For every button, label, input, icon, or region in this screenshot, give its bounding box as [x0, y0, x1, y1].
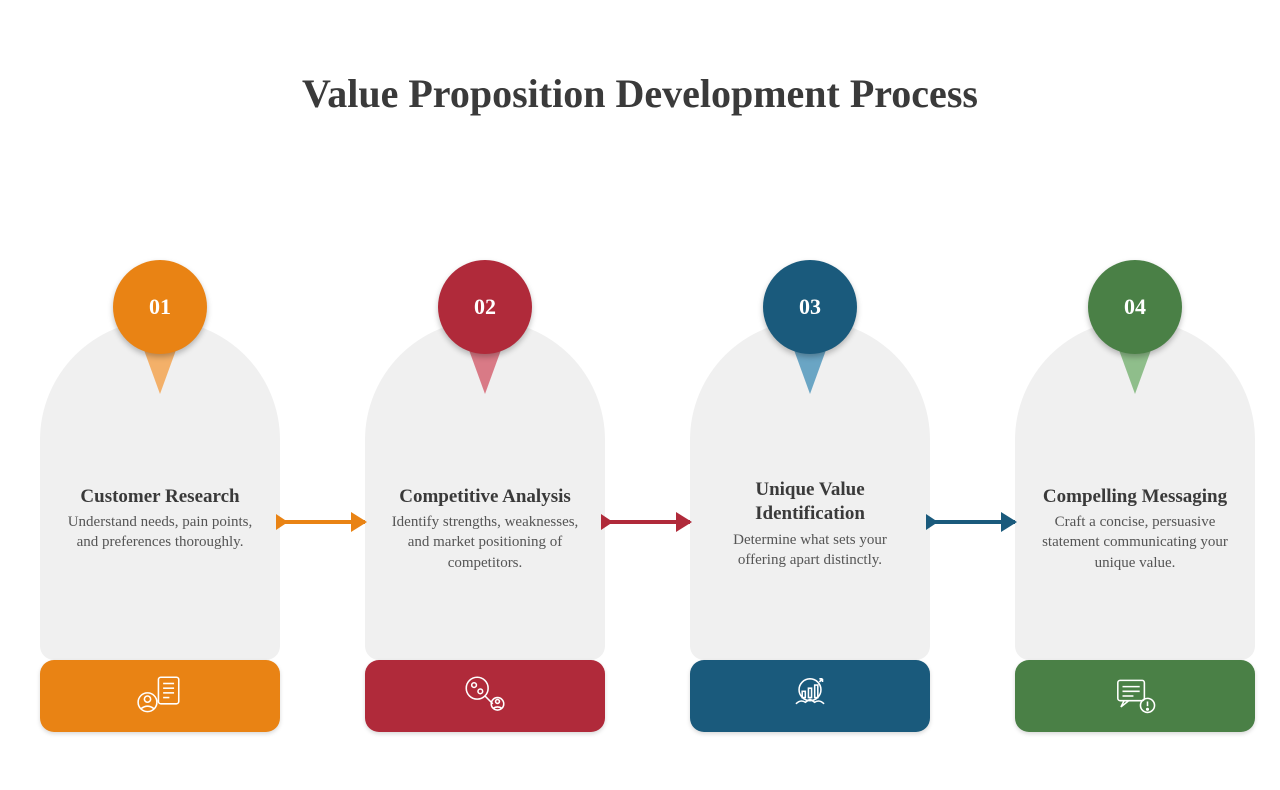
pin-tail-icon [794, 350, 826, 394]
research-icon [135, 671, 185, 721]
pin-tail-icon [469, 350, 501, 394]
pin-tail-icon [144, 350, 176, 394]
step-number-badge: 03 [763, 260, 857, 354]
arrow-1 [280, 520, 365, 524]
step-number-badge: 04 [1088, 260, 1182, 354]
step-description: Determine what sets your offering apart … [690, 530, 930, 571]
step-number: 02 [474, 294, 496, 320]
step-description: Identify strengths, weaknesses, and mark… [365, 512, 605, 573]
messaging-icon [1110, 671, 1160, 721]
analysis-icon [460, 671, 510, 721]
arrow-head-icon [1001, 512, 1017, 532]
step-icon-box [40, 660, 280, 732]
step-title: Unique Value Identification [690, 478, 930, 526]
step-icon-box [690, 660, 930, 732]
step-number: 03 [799, 294, 821, 320]
step-number: 04 [1124, 294, 1146, 320]
step-title: Compelling Messaging [1015, 485, 1255, 509]
step-icon-box [365, 660, 605, 732]
process-stage: 01 Customer Research Understand needs, p… [0, 260, 1280, 760]
step-title: Customer Research [40, 485, 280, 509]
step-description: Craft a concise, persuasive statement co… [1015, 512, 1255, 573]
page-title: Value Proposition Development Process [0, 70, 1280, 117]
step-description: Understand needs, pain points, and prefe… [40, 512, 280, 553]
arrow-head-icon [676, 512, 692, 532]
pin-tail-icon [1119, 350, 1151, 394]
step-number-badge: 02 [438, 260, 532, 354]
step-number-badge: 01 [113, 260, 207, 354]
step-icon-box [1015, 660, 1255, 732]
step-title: Competitive Analysis [365, 485, 605, 509]
value-icon [785, 671, 835, 721]
arrow-3 [930, 520, 1015, 524]
step-number: 01 [149, 294, 171, 320]
arrow-2 [605, 520, 690, 524]
arrow-head-icon [351, 512, 367, 532]
